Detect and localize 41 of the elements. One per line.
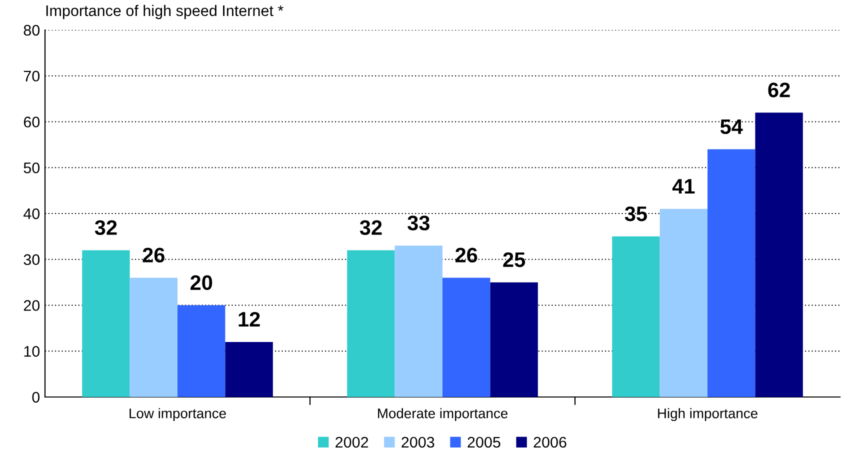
- bar: [394, 246, 442, 397]
- data-label: 33: [408, 216, 430, 230]
- y-tick-label: 70: [24, 70, 40, 82]
- y-tick-label: 20: [24, 300, 40, 311]
- x-tick-label: Moderate importance: [378, 408, 508, 422]
- bar: [130, 278, 178, 397]
- bar: [82, 250, 130, 397]
- data-label: 12: [238, 312, 260, 327]
- data-label: 32: [360, 220, 382, 235]
- legend-label: 2005: [468, 436, 500, 448]
- bar: [708, 149, 756, 397]
- y-tick-label: 40: [24, 208, 40, 220]
- y-tick-label: 60: [24, 116, 40, 128]
- data-label: 54: [720, 120, 743, 134]
- bar: [612, 236, 660, 397]
- legend-label: 2002: [336, 436, 368, 448]
- y-tick-label: 0: [32, 392, 40, 403]
- bar: [442, 278, 490, 397]
- data-label: 62: [768, 82, 790, 98]
- chart-title: Importance of high speed Internet *: [46, 4, 284, 20]
- bar: [660, 208, 708, 397]
- data-label: 20: [190, 275, 212, 290]
- bar: [178, 305, 226, 397]
- data-label: 35: [624, 206, 647, 222]
- x-tick-label: Low importance: [130, 408, 226, 422]
- y-tick-label: 10: [24, 346, 40, 357]
- data-label: 32: [94, 220, 117, 235]
- data-label: 25: [503, 252, 526, 268]
- data-label: 26: [455, 248, 478, 262]
- bar: [347, 250, 395, 397]
- legend-label: 2003: [402, 436, 434, 448]
- data-label: 26: [142, 248, 164, 262]
- bar: [225, 342, 273, 397]
- bar: [755, 112, 803, 397]
- y-tick-label: 80: [24, 24, 40, 36]
- y-tick-label: 50: [24, 162, 40, 174]
- legend-label: 2006: [534, 436, 566, 448]
- bar: [490, 282, 538, 397]
- data-label: 41: [672, 179, 695, 194]
- y-tick-label: 30: [24, 254, 40, 266]
- x-tick-label: High importance: [658, 408, 758, 422]
